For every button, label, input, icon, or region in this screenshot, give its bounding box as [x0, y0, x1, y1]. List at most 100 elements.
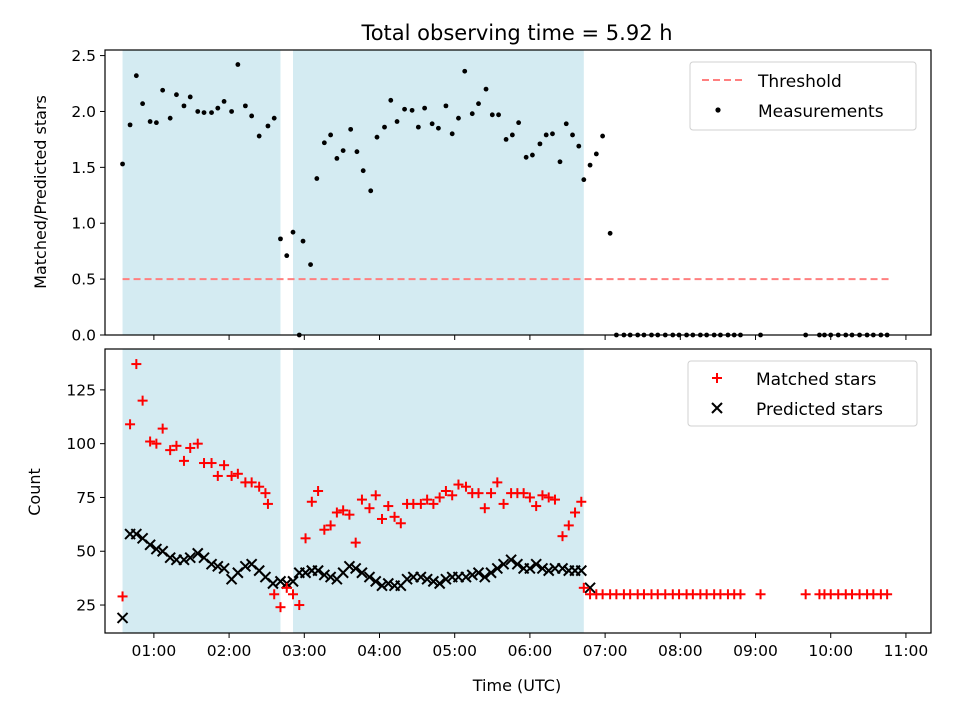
observing-windows	[122, 50, 584, 335]
bottom-legend-box	[687, 360, 918, 427]
matched-star-point	[453, 479, 464, 490]
measurement-points	[120, 62, 890, 338]
predicted-legend-icon	[711, 402, 723, 414]
measurement-point	[314, 176, 320, 181]
x-tick-label: 11:00	[884, 642, 929, 660]
matched-star-point	[364, 503, 375, 514]
matched-star-point	[294, 600, 305, 611]
matched-star-point	[498, 498, 509, 509]
measurement-point	[160, 87, 166, 93]
measurement-point	[147, 119, 153, 124]
measurement-point	[278, 236, 283, 242]
x-tick-label: 02:00	[207, 642, 252, 660]
measurement-point	[402, 106, 407, 112]
predicted-star-point	[556, 562, 569, 575]
matched-star-point	[178, 455, 189, 466]
observing-window	[293, 349, 584, 633]
measurement-point	[394, 119, 400, 124]
measurement-point	[181, 103, 187, 109]
matched-star-point	[125, 419, 136, 430]
matched-star-point	[479, 503, 490, 514]
predicted-star-point	[497, 558, 510, 570]
x-tick-label: 07:00	[583, 642, 628, 660]
measurement-point	[570, 132, 575, 138]
x-axis-label: Time (UTC)	[472, 676, 561, 695]
measurement-point	[334, 156, 340, 161]
predicted-star-point	[324, 571, 337, 583]
measurements-panel: 0.0 0.5 1.0 1.5 2.0 2.5 Matched/Predicted sta…	[31, 47, 932, 345]
matched-star-point	[557, 531, 568, 542]
top-legend-box	[689, 61, 917, 131]
measurement-point	[530, 152, 535, 158]
matched-star-point	[395, 518, 406, 529]
matched-star-point	[537, 490, 548, 501]
matched-star-point	[518, 488, 529, 499]
predicted-star-point	[274, 575, 287, 588]
matched-star-point	[350, 537, 361, 548]
matched-star-point	[370, 490, 381, 501]
predicted-star-point	[356, 567, 368, 579]
matched-star-point	[389, 511, 400, 522]
matched-star-point	[313, 486, 324, 496]
matched-star-point	[434, 492, 445, 503]
matched-star-point	[226, 470, 237, 481]
x-tick-label: 10:00	[808, 642, 853, 660]
observing-window	[122, 349, 281, 633]
bottom-plot-frame	[104, 348, 932, 634]
matched-star-point	[344, 509, 355, 520]
measurement-point	[449, 131, 455, 137]
predicted-star-point	[460, 571, 472, 583]
measurement-point	[284, 253, 290, 259]
matched-star-point	[563, 520, 574, 531]
measurement-point	[607, 230, 613, 236]
matched-star-point	[800, 589, 811, 600]
bottom-legend: Matched stars Predicted stars	[687, 360, 918, 427]
matched-star-point	[145, 436, 156, 447]
predicted-star-point	[349, 562, 362, 575]
measurement-point	[462, 68, 468, 74]
measurement-point	[120, 161, 125, 167]
measurement-point	[167, 115, 173, 121]
matched-star-point	[570, 507, 581, 518]
matched-star-point	[206, 458, 217, 469]
matched-star-point	[232, 468, 243, 479]
measurement-point	[271, 115, 277, 121]
matched-star-point	[531, 501, 542, 512]
measurement-point	[290, 229, 296, 235]
predicted-star-point	[466, 569, 478, 581]
matched-star-point	[254, 481, 265, 492]
predicted-star-point	[116, 612, 129, 624]
matched-star-point	[131, 359, 142, 370]
top-legend: Threshold Measurements	[689, 61, 917, 131]
matched-star-point	[428, 498, 439, 509]
y-tick-label: 125	[66, 381, 96, 399]
measurement-point	[489, 112, 495, 118]
predicted-star-point	[401, 573, 413, 585]
measurement-point	[409, 107, 415, 113]
matched-star-point	[549, 494, 560, 505]
bottom-y-axis-label: Count	[25, 468, 44, 516]
top-y-axis: 0.0 0.5 1.0 1.5 2.0 2.5	[71, 47, 105, 345]
predicted-star-point	[287, 575, 299, 588]
matched-star-point	[269, 589, 280, 600]
predicted-star-point	[239, 560, 252, 573]
predicted-star-point	[164, 551, 176, 564]
matched-star-point	[331, 507, 342, 518]
x-tick-label: 01:00	[132, 642, 177, 660]
matched-star-point	[356, 494, 367, 505]
predicted-star-point	[343, 560, 356, 573]
matched-star-point	[275, 602, 286, 613]
measurement-point	[354, 149, 360, 155]
observing-window	[293, 50, 584, 335]
measurements-legend-label: Measurements	[758, 102, 884, 122]
matched-star-point	[300, 533, 311, 544]
measurement-point	[229, 109, 234, 114]
measurement-point	[483, 86, 489, 92]
measurement-point	[469, 111, 475, 117]
chart-title: Total observing time = 5.92 h	[360, 21, 672, 45]
measurement-point	[133, 73, 139, 79]
measurement-point	[593, 151, 599, 157]
measurement-point	[127, 122, 133, 128]
predicted-star-point	[205, 558, 218, 570]
predicted-star-point	[524, 562, 536, 575]
